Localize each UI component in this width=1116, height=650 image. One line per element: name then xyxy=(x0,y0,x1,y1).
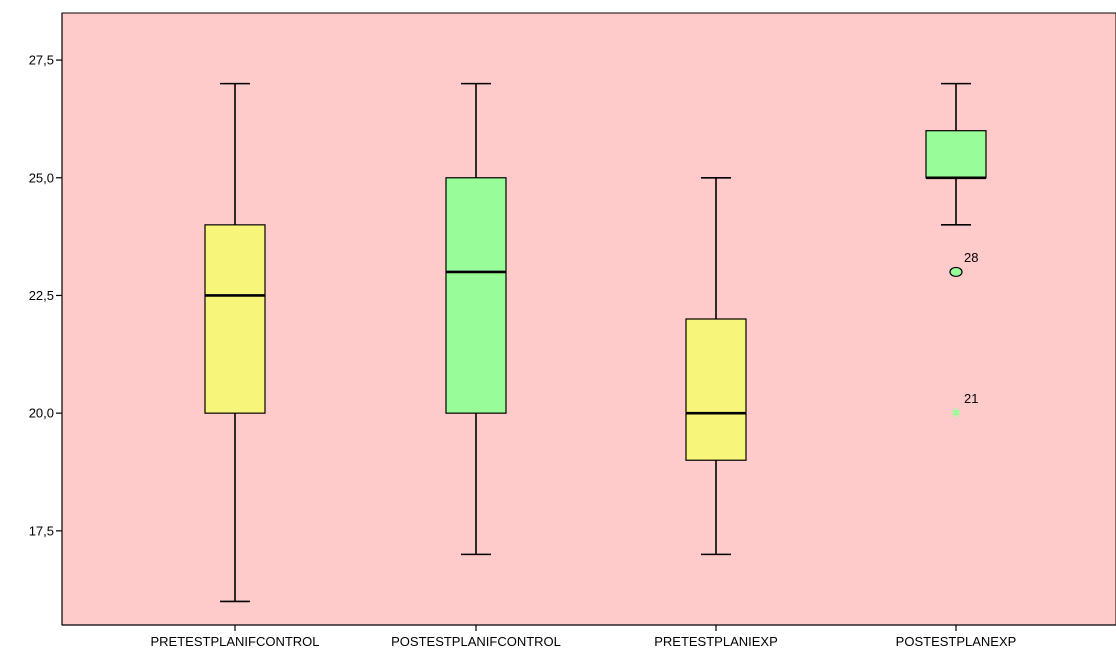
x-category-label: POSTESTPLANIFCONTROL xyxy=(391,634,561,649)
box-group xyxy=(685,176,747,556)
outlier-point xyxy=(949,266,963,278)
x-category-label: POSTESTPLANEXP xyxy=(896,634,1017,649)
x-category-label: PRETESTPLANIEXP xyxy=(654,634,778,649)
box-iqr xyxy=(445,177,507,414)
outlier-label: 21 xyxy=(964,391,978,406)
y-tick-label: 17,5 xyxy=(29,523,54,538)
outlier-label: 28 xyxy=(964,250,978,265)
x-category-label: PRETESTPLANIFCONTROL xyxy=(150,634,319,649)
y-tick-label: 22,5 xyxy=(29,288,54,303)
y-tick-label: 25,0 xyxy=(29,170,54,185)
extreme-outlier-point: ✱ xyxy=(951,406,961,420)
box-group: 28 ✱21 xyxy=(925,82,987,420)
box-group xyxy=(204,82,266,603)
box-iqr xyxy=(204,224,266,414)
y-tick-label: 27,5 xyxy=(29,53,54,68)
box-iqr xyxy=(685,318,747,461)
box-iqr xyxy=(925,130,987,179)
box-group xyxy=(445,82,507,556)
y-tick-label: 20,0 xyxy=(29,406,54,421)
